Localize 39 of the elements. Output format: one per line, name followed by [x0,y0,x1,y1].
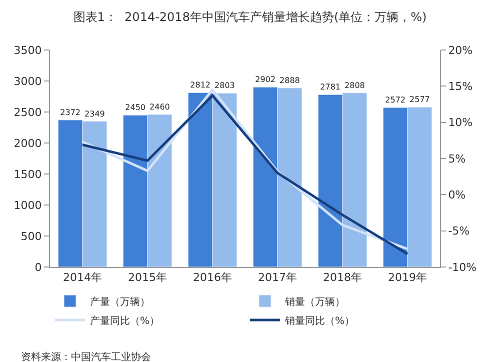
x-tick-label: 2016年 [193,271,232,284]
y-tick-label: 1500 [14,168,42,181]
x-tick-label: 2018年 [323,271,362,284]
y2-tick-label: 20% [448,44,473,57]
data-label: 2803 [214,81,235,90]
y2-tick-label: 10% [448,116,473,130]
y2-tick-label: 15% [448,80,473,94]
data-label: 2902 [255,75,276,84]
y2-tick-label: 0% [448,188,466,202]
y-tick-label: 1000 [14,198,42,212]
data-label: 2372 [60,108,80,117]
data-label: 2888 [280,76,300,85]
x-tick-label: 2019年 [388,271,427,284]
text: 资料来源：中国汽车工业协会 [21,351,151,362]
y-tick-label: 0 [34,260,42,274]
data-label: 2572 [385,96,406,105]
legend-label: 产量（万辆） [90,296,150,308]
x-tick-label: 2017年 [258,271,297,284]
data-label: 2781 [320,82,340,92]
x-tick-label: 2014年 [63,271,102,284]
data-label: 2349 [84,109,105,118]
y-tick-label: 3500 [14,44,42,57]
y2-tick-label: 5% [448,152,466,166]
data-label: 2460 [150,102,170,112]
data-label: 2577 [410,95,430,104]
legend-label: 销量同比（%） [284,314,355,327]
y2-tick-label: -10% [448,260,477,274]
y-tick-label: 2000 [14,136,42,150]
data-label: 2812 [190,80,210,90]
data-label: 2450 [125,103,146,112]
data-label: 2808 [344,80,365,90]
y-tick-label: 500 [20,230,42,243]
y-tick-label: 2500 [14,106,42,119]
x-tick-label: 2015年 [128,271,167,284]
legend-label: 销量（万辆） [284,296,345,308]
y-tick-label: 3000 [14,74,42,88]
y2-tick-label: -5% [448,224,470,238]
legend-label: 产量同比（%） [90,314,160,327]
chart-title: 图表1： 2014-2018年中国汽车产销量增长趋势(单位：万辆，%) [73,10,427,24]
